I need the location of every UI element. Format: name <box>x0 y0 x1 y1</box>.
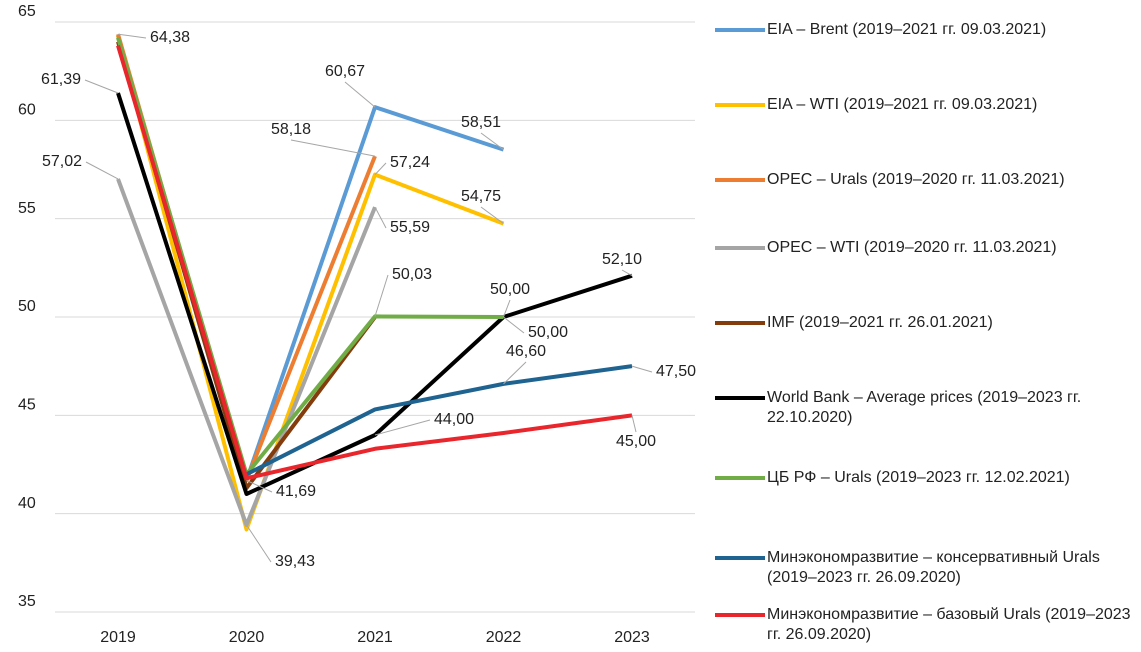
label-leader <box>85 161 119 180</box>
y-tick-label: 35 <box>18 593 36 610</box>
legend-swatch <box>715 178 765 182</box>
legend-entry: Минэкономразвитие – базовый Urals (2019–… <box>715 605 1135 645</box>
legend-swatch <box>715 396 765 400</box>
data-label: 47,50 <box>656 363 696 380</box>
legend-label: OPEC – Urals (2019–2020 гг. 11.03.2021) <box>767 171 1065 188</box>
label-leader <box>503 361 527 385</box>
legend-label: EIA – Brent (2019–2021 гг. 09.03.2021) <box>767 21 1047 38</box>
label-leader <box>344 81 376 108</box>
legend-label: World Bank – Average prices (2019–2023 г… <box>767 389 1082 426</box>
label-leader <box>374 419 431 436</box>
label-leader <box>290 139 376 157</box>
legend-label: IMF (2019–2021 гг. 26.01.2021) <box>767 314 993 331</box>
label-leader <box>621 269 633 277</box>
y-tick-label: 55 <box>18 200 36 217</box>
data-label: 39,43 <box>275 553 315 570</box>
label-leader <box>117 33 147 39</box>
legend-swatch <box>715 321 765 325</box>
label-leader <box>631 365 653 373</box>
series-line <box>116 33 377 483</box>
legend-swatch <box>715 613 765 617</box>
x-tick-label: 2020 <box>229 629 265 646</box>
data-label: 41,69 <box>276 483 316 500</box>
legend-label: Минэкономразвитие – консервативный Urals… <box>767 549 1100 586</box>
series-line <box>116 45 633 481</box>
label-leader <box>503 316 525 334</box>
legend-label: EIA – WTI (2019–2021 гг. 09.03.2021) <box>767 96 1038 113</box>
data-label: 58,18 <box>271 121 311 138</box>
data-label: 57,24 <box>390 154 430 171</box>
legend-entry: IMF (2019–2021 гг. 26.01.2021) <box>715 313 1135 333</box>
legend-entry: EIA – Brent (2019–2021 гг. 09.03.2021) <box>715 20 1135 40</box>
series-line <box>245 364 633 477</box>
label-leader <box>631 415 637 433</box>
data-label: 50,00 <box>490 281 530 298</box>
label-leader <box>480 206 504 224</box>
chart: 35 40 45 50 55 60 65 2019 2020 2021 2022 2023 41,69 6… <box>18 3 696 646</box>
data-label: 52,10 <box>602 251 642 268</box>
label-leader <box>480 132 504 151</box>
data-label: 46,60 <box>506 343 546 360</box>
legend-entry: ЦБ РФ – Urals (2019–2023 гг. 12.02.2021) <box>715 468 1135 488</box>
x-tick-label: 2022 <box>486 629 522 646</box>
label-leader <box>374 206 387 229</box>
legend-swatch <box>715 28 765 32</box>
data-label: 55,59 <box>390 219 430 236</box>
legend-entry: Минэкономразвитие – консервативный Urals… <box>715 548 1135 588</box>
legend-entry: OPEC – Urals (2019–2020 гг. 11.03.2021) <box>715 170 1135 190</box>
label-leader <box>374 274 389 317</box>
legend-swatch <box>715 246 765 250</box>
data-label: 60,67 <box>325 63 365 80</box>
legend-entry: EIA – WTI (2019–2021 гг. 09.03.2021) <box>715 95 1135 115</box>
legend-swatch <box>715 103 765 107</box>
data-label: 54,75 <box>461 188 501 205</box>
x-tick-label: 2019 <box>100 629 136 646</box>
data-label: 58,51 <box>461 114 501 131</box>
y-tick-label: 60 <box>18 102 36 119</box>
y-tick-label: 65 <box>18 3 36 20</box>
x-tick-label: 2021 <box>357 629 393 646</box>
x-tick-label: 2023 <box>614 629 650 646</box>
legend-label: Минэкономразвитие – базовый Urals (2019–… <box>767 606 1131 643</box>
data-label: 64,38 <box>150 29 190 46</box>
label-leader <box>503 299 511 318</box>
y-tick-label: 40 <box>18 495 36 512</box>
series-line <box>116 35 505 532</box>
series-line <box>116 41 377 491</box>
data-label: 50,00 <box>528 324 568 341</box>
data-label: 57,02 <box>42 153 82 170</box>
data-label: 45,00 <box>616 433 656 450</box>
y-tick-label: 45 <box>18 397 36 414</box>
data-label: 44,00 <box>434 411 474 428</box>
label-leader <box>246 524 272 563</box>
data-label: 50,03 <box>392 266 432 283</box>
legend-swatch <box>715 556 765 560</box>
label-leader <box>84 79 119 94</box>
legend-label: OPEC – WTI (2019–2020 гг. 11.03.2021) <box>767 239 1057 256</box>
legend-label: ЦБ РФ – Urals (2019–2023 гг. 12.02.2021) <box>767 469 1070 486</box>
legend-entry: World Bank – Average prices (2019–2023 г… <box>715 388 1135 428</box>
legend-swatch <box>715 476 765 480</box>
data-label: 61,39 <box>41 71 81 88</box>
y-tick-label: 50 <box>18 298 36 315</box>
legend-entry: OPEC – WTI (2019–2020 гг. 11.03.2021) <box>715 238 1135 258</box>
label-leader <box>374 162 387 175</box>
label-leader <box>246 479 273 493</box>
